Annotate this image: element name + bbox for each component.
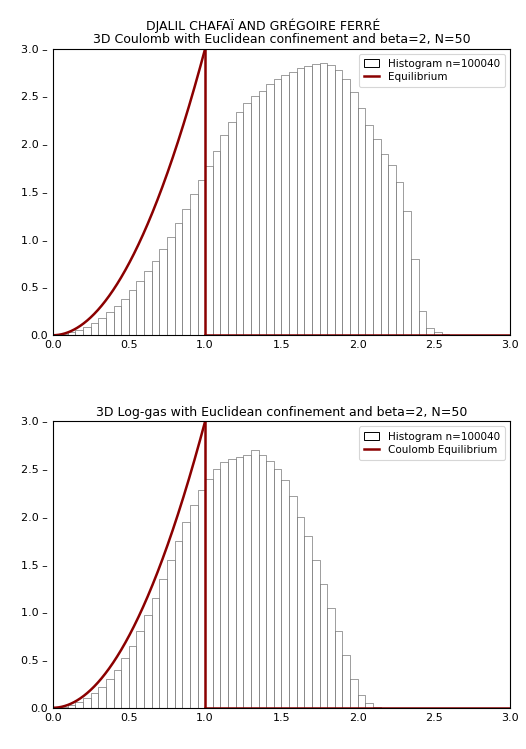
Bar <box>243 103 251 336</box>
Bar <box>144 271 152 336</box>
Bar <box>251 97 258 336</box>
Legend: Histogram n=100040, Equilibrium: Histogram n=100040, Equilibrium <box>359 54 505 88</box>
Bar <box>350 91 358 336</box>
Bar <box>419 312 426 336</box>
Bar <box>167 237 175 336</box>
Bar <box>213 151 220 336</box>
Bar <box>335 70 342 336</box>
Bar <box>121 658 129 708</box>
Title: 3D Log-gas with Euclidean confinement and beta=2, N=50: 3D Log-gas with Euclidean confinement an… <box>96 406 467 419</box>
Bar <box>114 670 121 708</box>
Bar <box>159 249 167 336</box>
Bar <box>327 607 335 708</box>
Bar <box>236 112 243 336</box>
Bar <box>68 333 76 336</box>
Bar <box>76 702 83 708</box>
Bar <box>358 695 365 708</box>
Bar <box>83 698 90 708</box>
Bar <box>182 209 190 336</box>
Bar <box>319 583 327 708</box>
Bar <box>205 166 213 336</box>
Bar <box>228 459 236 708</box>
Bar <box>236 457 243 708</box>
Bar <box>373 139 380 336</box>
Bar <box>297 517 304 708</box>
Bar <box>411 259 419 336</box>
Bar <box>281 76 289 336</box>
Bar <box>259 91 266 336</box>
Bar <box>342 79 350 336</box>
Bar <box>197 180 205 336</box>
Bar <box>68 705 76 708</box>
Bar <box>350 679 358 708</box>
Bar <box>365 703 373 708</box>
Bar <box>312 560 320 708</box>
Bar <box>129 646 136 708</box>
Bar <box>274 469 281 708</box>
Bar <box>442 334 449 336</box>
Bar <box>167 560 175 708</box>
Bar <box>365 125 373 336</box>
Bar <box>266 461 274 708</box>
Bar <box>358 108 365 336</box>
Bar <box>83 327 90 336</box>
Title: 3D Coulomb with Euclidean confinement and beta=2, N=50: 3D Coulomb with Euclidean confinement an… <box>93 33 470 46</box>
Bar <box>175 223 182 336</box>
Bar <box>289 496 297 708</box>
Bar <box>182 521 190 708</box>
Bar <box>213 469 220 708</box>
Bar <box>304 66 312 336</box>
Bar <box>60 707 68 708</box>
Text: DJALIL CHAFAÏ AND GRÉGOIRE FERRÉ: DJALIL CHAFAÏ AND GRÉGOIRE FERRÉ <box>146 19 380 33</box>
Bar <box>297 68 304 336</box>
Bar <box>190 194 197 336</box>
Bar <box>136 281 144 336</box>
Bar <box>251 450 258 708</box>
Bar <box>129 291 136 336</box>
Bar <box>289 72 297 336</box>
Bar <box>220 462 228 708</box>
Bar <box>151 261 159 336</box>
Bar <box>106 679 114 708</box>
Bar <box>434 333 441 336</box>
Bar <box>76 330 83 336</box>
Bar <box>342 655 350 708</box>
Bar <box>304 536 312 708</box>
Bar <box>114 306 121 336</box>
Bar <box>60 334 68 336</box>
Bar <box>98 318 106 336</box>
Bar <box>175 541 182 708</box>
Bar <box>90 694 98 708</box>
Bar <box>312 64 320 336</box>
Bar <box>190 506 197 708</box>
Bar <box>121 299 129 336</box>
Bar <box>98 687 106 708</box>
Bar <box>281 480 289 708</box>
Bar <box>335 631 342 708</box>
Bar <box>388 166 396 336</box>
Bar <box>266 84 274 336</box>
Bar <box>205 479 213 708</box>
Bar <box>426 327 434 336</box>
Bar <box>396 183 403 336</box>
Bar <box>274 79 281 336</box>
Legend: Histogram n=100040, Coulomb Equilibrium: Histogram n=100040, Coulomb Equilibrium <box>359 426 505 460</box>
Bar <box>159 579 167 708</box>
Bar <box>319 63 327 336</box>
Bar <box>220 135 228 336</box>
Bar <box>136 631 144 708</box>
Bar <box>144 615 152 708</box>
Bar <box>151 598 159 708</box>
Bar <box>243 455 251 708</box>
Bar <box>90 323 98 336</box>
Bar <box>259 455 266 708</box>
Bar <box>228 122 236 336</box>
Bar <box>327 65 335 336</box>
Bar <box>373 707 380 708</box>
Bar <box>403 211 411 336</box>
Bar <box>106 312 114 336</box>
Bar <box>380 154 388 336</box>
Bar <box>197 490 205 708</box>
